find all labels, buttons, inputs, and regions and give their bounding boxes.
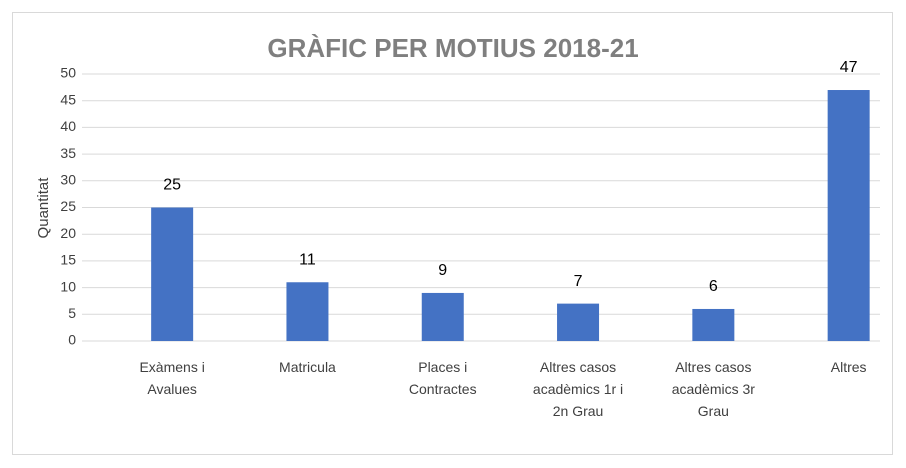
bar [421,292,464,341]
x-tick-label: Altres [831,359,867,375]
y-axis-label: Quantitat [35,177,52,239]
x-tick-label: Altres casos acadèmics 3r Grau [672,359,756,419]
x-tick-label: Exàmens i Avalues [139,359,204,397]
bar [286,282,329,341]
chart-title: GRÀFIC PER MOTIUS 2018-21 [267,33,638,63]
y-tick-label: 25 [60,198,76,214]
data-label: 11 [299,251,316,268]
bar [692,308,735,341]
bar [827,90,870,342]
data-label: 47 [840,59,858,76]
data-label: 9 [438,262,447,279]
data-label: 25 [163,177,181,194]
y-tick-label: 0 [68,332,76,348]
data-label: 6 [709,278,718,295]
y-tick-label: 50 [60,65,76,81]
x-tick-label: Altres casos acadèmics 1r i 2n Grau [533,359,623,419]
bar [151,207,194,341]
y-tick-label: 45 [60,91,76,107]
y-tick-label: 35 [60,145,76,161]
bar [557,303,600,341]
y-tick-label: 40 [60,118,76,134]
data-label: 7 [574,273,583,290]
y-tick-label: 10 [60,278,76,294]
y-tick-label: 20 [60,225,76,241]
y-tick-label: 30 [60,172,76,188]
x-tick-label: Places i Contractes [409,359,477,397]
y-tick-label: 15 [60,252,76,268]
y-tick-label: 5 [68,305,76,321]
x-tick-label: Matricula [279,359,336,375]
